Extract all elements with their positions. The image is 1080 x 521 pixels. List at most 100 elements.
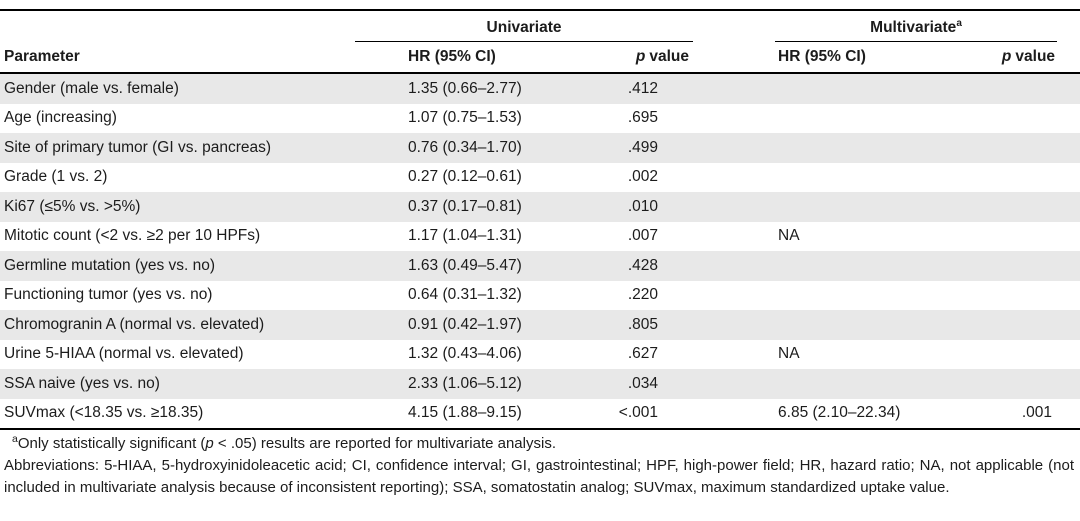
parameter-cell: Functioning tumor (yes vs. no) [4,286,213,304]
uni-p-cell: .034 [627,374,659,392]
uni-p-cell: .220 [627,286,659,304]
multi-hr-cell [775,251,950,281]
multi-p-cell [950,340,1080,370]
multi-p-cell [950,192,1080,222]
uni-p-cell: .428 [627,256,659,274]
multi-hr-cell: NA [778,345,800,363]
gap-cell [695,251,775,281]
uni-p-cell: .002 [627,168,659,186]
univariate-spanner: Univariate [355,10,695,42]
multi-p-cell [950,73,1080,104]
table-row: Age (increasing) 1.07 (0.75–1.53) .695 [0,104,1080,134]
table-row: Urine 5-HIAA (normal vs. elevated) 1.32 … [0,340,1080,370]
table-row: Ki67 (≤5% vs. >5%) 0.37 (0.17–0.81) .010 [0,192,1080,222]
multi-p-cell [950,251,1080,281]
multi-hr-cell [775,73,950,104]
multivariate-p-header: p value [950,42,1080,74]
multi-hr-cell [775,133,950,163]
uni-p-cell: <.001 [610,398,696,430]
gap-cell [695,192,775,222]
table-header: Parameter Univariate Multivariatea HR (9… [0,10,1080,74]
multivariate-spanner: Multivariatea [775,10,1080,42]
uni-hr-cell: 0.37 (0.17–0.81) [408,197,522,215]
spanner-row: Parameter Univariate Multivariatea [0,10,1080,74]
multi-p-cell [950,369,1080,399]
table-row: SUVmax (<18.35 vs. ≥18.35) 4.15 (1.88–9.… [0,398,1080,430]
multi-hr-cell [775,104,950,134]
table-row: Gender (male vs. female) 1.35 (0.66–2.77… [0,73,1080,104]
multi-p-cell: .001 [950,398,1080,430]
parameter-cell: Mitotic count (<2 vs. ≥2 per 10 HPFs) [4,227,261,245]
uni-hr-cell: 0.76 (0.34–1.70) [408,138,522,156]
uni-hr-cell: 0.27 (0.12–0.61) [408,168,522,186]
multi-hr-cell [775,163,950,193]
multi-hr-cell [775,281,950,311]
gap-cell [695,398,776,430]
uni-p-cell: .627 [627,345,659,363]
parameter-cell: Chromogranin A (normal vs. elevated) [4,315,265,333]
table-body: Gender (male vs. female) 1.35 (0.66–2.77… [0,73,1080,430]
multi-p-cell [950,104,1080,134]
results-table: Parameter Univariate Multivariatea HR (9… [0,9,1080,430]
parameter-cell: SSA naive (yes vs. no) [4,374,160,392]
univariate-hr-header: HR (95% CI) [405,42,610,74]
uni-hr-cell: 1.35 (0.66–2.77) [408,79,522,97]
uni-hr-cell: 4.15 (1.88–9.15) [405,398,610,430]
column-gap [695,10,776,74]
gap-cell [695,310,775,340]
uni-hr-cell: 2.33 (1.06–5.12) [408,374,522,392]
gap-cell [695,281,775,311]
table-row: Chromogranin A (normal vs. elevated) 0.9… [0,310,1080,340]
multi-p-cell [950,310,1080,340]
footnote-marker: a [956,17,962,29]
uni-hr-cell: 0.91 (0.42–1.97) [408,315,522,333]
parameter-cell: Ki67 (≤5% vs. >5%) [4,197,141,215]
gap-cell [695,133,775,163]
multi-hr-cell: NA [778,227,800,245]
parameter-cell: Urine 5-HIAA (normal vs. elevated) [4,345,244,363]
uni-p-cell: .010 [627,197,659,215]
multivariate-hr-header: HR (95% CI) [775,42,951,74]
gap-cell [695,73,775,104]
abbreviations-note: Abbreviations: 5-HIAA, 5-hydroxyinidolea… [4,457,1074,496]
multi-hr-cell [775,369,950,399]
uni-hr-cell: 0.64 (0.31–1.32) [408,286,522,304]
multi-hr-cell [775,192,950,222]
page: Parameter Univariate Multivariatea HR (9… [0,9,1080,496]
uni-hr-cell: 1.63 (0.49–5.47) [408,256,522,274]
uni-p-cell: .499 [627,138,659,156]
univariate-p-header: p value [610,42,696,74]
parameter-cell: Germline mutation (yes vs. no) [4,256,216,274]
gap-cell [695,163,775,193]
parameter-cell: Site of primary tumor (GI vs. pancreas) [4,138,272,156]
multi-p-cell [950,222,1080,252]
multivariate-spanner-label: Multivariatea [775,17,1058,42]
parameter-cell: Grade (1 vs. 2) [4,168,108,186]
footnote-a-marker: a [12,433,18,445]
table-row: Site of primary tumor (GI vs. pancreas) … [0,133,1080,163]
parameter-cell: SUVmax (<18.35 vs. ≥18.35) [0,398,405,430]
parameter-cell: Gender (male vs. female) [4,79,179,97]
gap-cell [695,340,775,370]
uni-p-cell: .695 [627,109,659,127]
multi-hr-cell [775,310,950,340]
table-row: Mitotic count (<2 vs. ≥2 per 10 HPFs) 1.… [0,222,1080,252]
multi-p-cell [950,281,1080,311]
multi-p-cell [950,163,1080,193]
gap-cell [695,369,775,399]
column-label-row: HR (95% CI) p value HR (95% CI) p value [0,42,1080,74]
uni-hr-cell: 1.32 (0.43–4.06) [408,345,522,363]
uni-p-cell: .412 [627,79,659,97]
univariate-spanner-label: Univariate [355,19,694,42]
table-row: Grade (1 vs. 2) 0.27 (0.12–0.61) .002 [0,163,1080,193]
table-row: Functioning tumor (yes vs. no) 0.64 (0.3… [0,281,1080,311]
uni-p-cell: .007 [627,227,659,245]
parameter-column-header: Parameter [0,10,405,74]
uni-p-cell: .805 [627,315,659,333]
gap-cell [695,222,775,252]
table-row: Germline mutation (yes vs. no) 1.63 (0.4… [0,251,1080,281]
table-row: SSA naive (yes vs. no) 2.33 (1.06–5.12) … [0,369,1080,399]
multi-p-cell [950,133,1080,163]
multi-hr-cell: 6.85 (2.10–22.34) [775,398,951,430]
uni-hr-cell: 1.07 (0.75–1.53) [408,109,522,127]
